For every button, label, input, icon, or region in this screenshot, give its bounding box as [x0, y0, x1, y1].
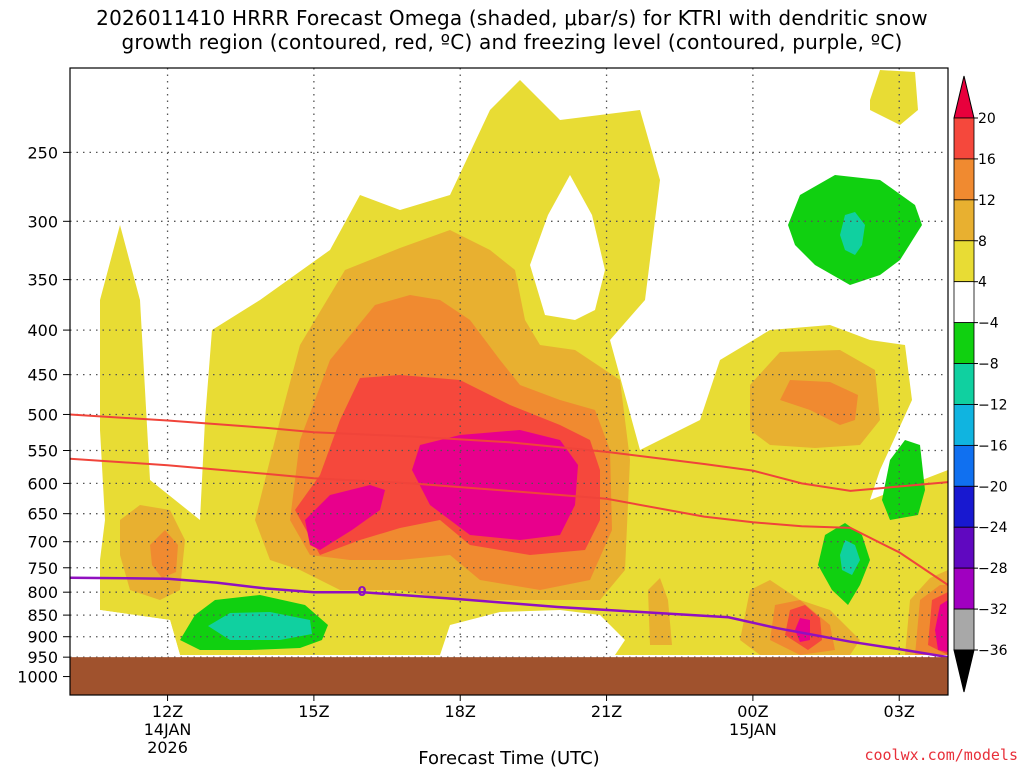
colorbar-swatch	[953, 526, 975, 569]
colorbar-swatch	[953, 281, 975, 324]
y-tick-label: 700	[27, 533, 58, 552]
colorbar-label: −12	[978, 397, 1008, 413]
x-tick-date: 15JAN	[729, 720, 777, 739]
chart-title-line1: 2026011410 HRRR Forecast Omega (shaded, …	[96, 6, 928, 30]
plot-frame	[69, 67, 949, 696]
omega-shading	[70, 70, 948, 655]
y-tick-label: 300	[27, 212, 58, 231]
colorbar-swatch	[953, 322, 975, 364]
dgz-top-contour	[70, 413, 948, 492]
colorbar-swatch	[953, 158, 975, 201]
grid-lines	[70, 68, 948, 695]
omega-region-20-main	[412, 430, 578, 540]
omega-region-neg8-upper	[840, 212, 865, 255]
y-tick-label: 800	[27, 583, 58, 602]
x-axis-label: Forecast Time (UTC)	[418, 748, 599, 768]
chart-title-line2: growth region (contoured, red, ºC) and f…	[121, 30, 903, 54]
y-tick-label: 450	[27, 366, 58, 385]
omega-region-neg8-right	[840, 540, 860, 575]
x-tick-label: 15Z	[298, 702, 329, 721]
colorbar-label: −36	[978, 643, 1008, 659]
omega-region-neutral	[530, 175, 605, 320]
y-axis: 250 300 350 400 450 500 550 600 650 700 750 800 850 9…	[17, 143, 70, 687]
y-tick-label: 900	[27, 628, 58, 647]
colorbar-cap-bottom	[953, 649, 975, 693]
colorbar-label: 16	[978, 152, 996, 168]
colorbar-label: 20	[978, 111, 996, 127]
ground-below-surface	[70, 657, 948, 695]
colorbar-label: 8	[978, 234, 987, 250]
colorbar: 20 16 12 8 4 −4 −8 −12 −16 −20 −24 −28 −32 −36	[953, 75, 1008, 693]
omega-region-8-low2	[648, 578, 672, 645]
colorbar-swatch	[953, 608, 975, 651]
omega-region-20-left	[305, 485, 385, 550]
colorbar-swatch	[953, 240, 975, 283]
omega-region-neutral-low	[440, 610, 625, 655]
colorbar-swatch	[953, 199, 975, 242]
x-tick-label: 03Z	[884, 702, 915, 721]
dgz-bottom-contour	[70, 457, 948, 586]
colorbar-label: −24	[978, 520, 1008, 536]
omega-region-neg4-mid	[882, 440, 925, 520]
colorbar-label: −4	[978, 316, 999, 332]
credit-text: coolwx.com/models	[864, 746, 1018, 764]
y-tick-label: 750	[27, 559, 58, 578]
omega-region-20-low	[795, 618, 810, 642]
x-tick-date: 14JAN	[144, 720, 192, 739]
colorbar-label: 12	[978, 193, 996, 209]
colorbar-label: −28	[978, 561, 1008, 577]
omega-region-4-top	[870, 70, 918, 125]
colorbar-label: −32	[978, 602, 1008, 618]
colorbar-swatch	[953, 363, 975, 405]
x-tick-label: 18Z	[445, 702, 476, 721]
y-tick-label: 250	[27, 143, 58, 162]
colorbar-label: −8	[978, 357, 999, 373]
chart-title: 2026011410 HRRR Forecast Omega (shaded, …	[0, 6, 1024, 54]
omega-region-20-edge	[935, 600, 948, 652]
colorbar-label: −16	[978, 438, 1008, 454]
omega-region-12-right	[780, 380, 858, 425]
x-tick-year: 2026	[147, 738, 188, 757]
freezing-level-contour	[70, 576, 948, 659]
y-tick-label: 650	[27, 505, 58, 524]
colorbar-cap-top	[953, 75, 975, 119]
y-tick-label: 850	[27, 606, 58, 625]
y-tick-label: 350	[27, 271, 58, 290]
omega-region-12-left	[150, 530, 178, 578]
y-tick-label: 400	[27, 321, 58, 340]
freezing-level-label: 0	[357, 585, 366, 600]
y-tick-label: 600	[27, 474, 58, 493]
contour-lines	[70, 413, 948, 659]
x-tick-label: 21Z	[591, 702, 622, 721]
colorbar-swatch	[953, 404, 975, 446]
y-tick-label: 950	[27, 648, 58, 667]
colorbar-label: −20	[978, 479, 1008, 495]
colorbar-label: 4	[978, 275, 987, 291]
y-tick-label: 550	[27, 442, 58, 461]
y-tick-label: 500	[27, 405, 58, 424]
colorbar-swatch	[953, 485, 975, 528]
y-tick-label: 1000	[17, 668, 58, 687]
x-tick-label: 00Z	[737, 702, 768, 721]
colorbar-swatch	[953, 567, 975, 610]
x-tick-label: 12Z	[152, 702, 183, 721]
colorbar-swatch	[953, 444, 975, 487]
colorbar-swatch	[953, 117, 975, 160]
omega-region-neutral-left	[70, 600, 180, 655]
omega-region-neg8-low	[208, 612, 312, 640]
